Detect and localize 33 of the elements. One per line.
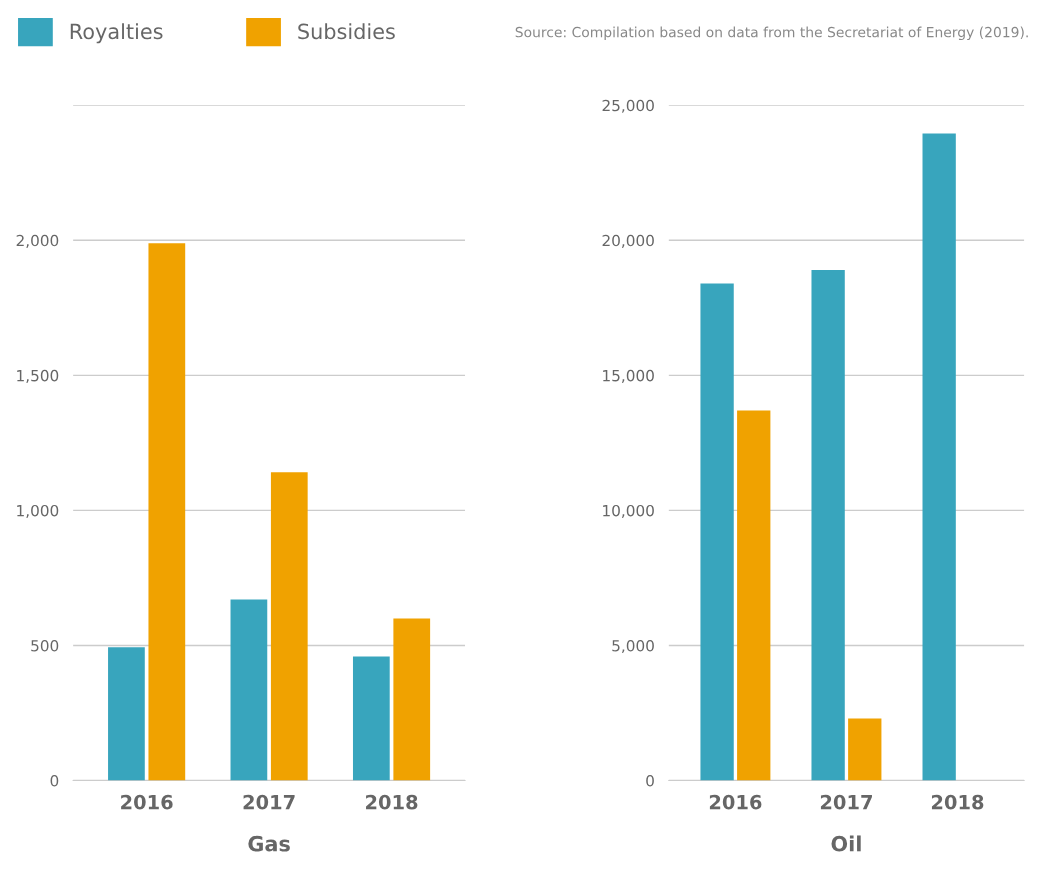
source-note: Source: Compilation based on data from the Secretariat of Energy (2019). (515, 26, 1028, 41)
bar (811, 270, 845, 781)
y-tick-label: 25,000 (602, 99, 654, 113)
x-axis-title: Gas (248, 835, 290, 852)
x-tick-label: 2018 (931, 794, 984, 810)
bar (230, 599, 268, 781)
bar (393, 618, 431, 781)
legend-label: Royalties (70, 23, 163, 44)
bar (270, 472, 308, 781)
bar (352, 656, 390, 781)
bar (922, 133, 956, 781)
bar (108, 647, 145, 781)
bar (737, 410, 771, 781)
y-tick-label: 15,000 (603, 369, 654, 383)
x-tick-label: 2017 (243, 794, 295, 810)
y-tick-label: 500 (31, 639, 59, 652)
x-tick-label: 2017 (820, 794, 872, 810)
bar (148, 243, 186, 781)
y-tick-label: 0 (50, 775, 59, 787)
y-tick-label: 5,000 (612, 639, 654, 654)
x-tick-label: 2016 (121, 794, 173, 810)
legend-label: Subsidies (298, 23, 395, 40)
y-tick-label: 1,000 (17, 504, 59, 518)
bar (848, 718, 882, 781)
y-tick-label: 20,000 (602, 234, 654, 248)
y-tick-label: 1,500 (17, 369, 59, 383)
x-axis-title: Oil (831, 835, 861, 852)
y-tick-label: 0 (646, 775, 654, 787)
y-tick-label: 10,000 (603, 504, 654, 518)
y-tick-label: 2,000 (16, 234, 59, 248)
x-tick-label: 2018 (366, 794, 418, 810)
x-tick-label: 2016 (709, 794, 762, 810)
bar (700, 283, 734, 781)
